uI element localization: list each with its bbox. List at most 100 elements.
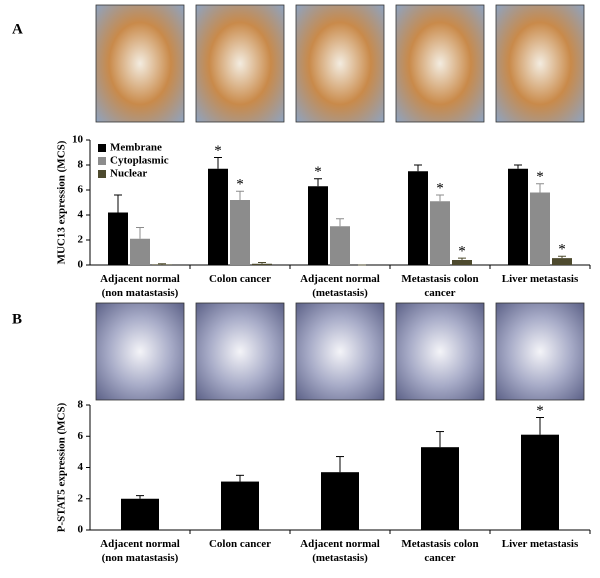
significance-mark: *	[236, 177, 244, 193]
error-bar	[436, 431, 444, 448]
error-bar	[236, 474, 244, 482]
x-tick-label-line: (metastasis)	[312, 287, 368, 299]
micrograph	[495, 4, 585, 123]
bar	[408, 171, 428, 265]
x-tick-label: Colon cancer	[209, 538, 271, 550]
y-tick-label: 0	[78, 524, 84, 536]
x-tick-label-line: cancer	[424, 552, 455, 564]
y-tick-label: 4	[78, 209, 84, 221]
panel-label: A	[12, 21, 23, 37]
x-tick-label-line: Colon cancer	[209, 538, 271, 550]
significance-mark: *	[536, 169, 544, 185]
y-tick-label: 6	[78, 184, 84, 196]
x-tick-label: Adjacent normal (non matastasis)	[100, 273, 180, 299]
panel-label: B	[12, 311, 22, 327]
y-tick-label: 8	[78, 399, 84, 411]
significance-mark: *	[458, 244, 466, 260]
error-bar	[314, 178, 322, 187]
x-tick-label-line: (metastasis)	[312, 552, 368, 564]
y-tick-label: 4	[78, 461, 84, 473]
x-tick-label: Liver metastasis	[502, 273, 579, 285]
legend-swatch	[98, 157, 106, 165]
bar	[508, 168, 528, 265]
x-tick-label: Adjacent normal (metastasis)	[300, 538, 380, 564]
x-tick-label-line: Adjacent normal	[300, 538, 380, 550]
micrograph	[295, 4, 385, 123]
bar	[252, 263, 272, 265]
bar	[321, 472, 359, 530]
micrograph	[495, 302, 585, 401]
x-tick-label: Adjacent normal (non matastasis)	[100, 538, 180, 564]
x-tick-label-line: cancer	[424, 287, 455, 299]
bar	[521, 434, 559, 530]
x-tick-label: Colon cancer	[209, 273, 271, 285]
legend-label: Membrane	[110, 142, 162, 154]
error-bar	[514, 164, 522, 169]
bar	[552, 258, 572, 265]
error-bar	[136, 495, 144, 499]
bar	[330, 226, 350, 265]
legend-swatch	[98, 170, 106, 178]
significance-mark: *	[214, 143, 222, 159]
x-tick-label-line: Adjacent normal	[100, 538, 180, 550]
error-bar	[114, 194, 122, 213]
error-bar	[536, 183, 544, 193]
micrograph	[95, 302, 185, 401]
bar	[152, 264, 172, 265]
error-bar	[458, 257, 466, 260]
bar	[130, 238, 150, 265]
bar	[452, 260, 472, 265]
error-bar	[258, 262, 266, 264]
x-tick-label-line: Metastasis colon	[401, 273, 478, 285]
y-tick-label: 6	[78, 430, 84, 442]
y-tick-label: 2	[78, 234, 84, 246]
y-tick-label: 0	[78, 259, 84, 271]
micrograph	[195, 4, 285, 123]
error-bar	[436, 194, 444, 202]
y-tick-label: 10	[72, 134, 84, 146]
bar	[221, 481, 259, 530]
legend-label: Cytoplasmic	[110, 155, 169, 167]
significance-mark: *	[558, 242, 566, 258]
y-tick-label: 2	[78, 492, 84, 504]
error-bar	[558, 255, 566, 259]
error-bar	[336, 218, 344, 227]
significance-mark: *	[436, 180, 444, 196]
x-tick-label: Metastasis colon cancer	[401, 538, 478, 564]
error-bar	[336, 456, 344, 473]
micrograph	[395, 302, 485, 401]
error-bar	[214, 157, 222, 169]
y-tick-label: 8	[78, 159, 84, 171]
error-bar	[536, 417, 544, 435]
significance-mark: *	[314, 164, 322, 180]
x-tick-label-line: Adjacent normal	[300, 273, 380, 285]
bar	[530, 192, 550, 265]
x-tick-label-line: (non matastasis)	[102, 552, 179, 564]
bar	[421, 447, 459, 530]
x-tick-label: Liver metastasis	[502, 538, 579, 550]
y-axis-label: P-STAT5 expression (MCS)	[56, 402, 68, 532]
x-tick-label-line: Liver metastasis	[502, 538, 579, 550]
significance-mark: *	[536, 403, 544, 419]
y-axis-label: MUC13 expression (MCS)	[56, 140, 68, 264]
micrograph	[195, 302, 285, 401]
bar	[230, 200, 250, 265]
bar	[430, 201, 450, 265]
x-tick-label: Metastasis colon cancer	[401, 273, 478, 299]
error-bar	[136, 227, 144, 239]
x-tick-label: Adjacent normal (metastasis)	[300, 273, 380, 299]
bar	[308, 186, 328, 265]
bar	[121, 498, 159, 530]
bar	[208, 168, 228, 265]
error-bar	[236, 190, 244, 200]
micrograph	[95, 4, 185, 123]
error-bar	[158, 263, 166, 265]
x-tick-label-line: Metastasis colon	[401, 538, 478, 550]
x-tick-label-line: (non matastasis)	[102, 287, 179, 299]
bar	[108, 212, 128, 265]
x-tick-label-line: Colon cancer	[209, 273, 271, 285]
micrograph	[295, 302, 385, 401]
legend-swatch	[98, 144, 106, 152]
x-tick-label-line: Adjacent normal	[100, 273, 180, 285]
